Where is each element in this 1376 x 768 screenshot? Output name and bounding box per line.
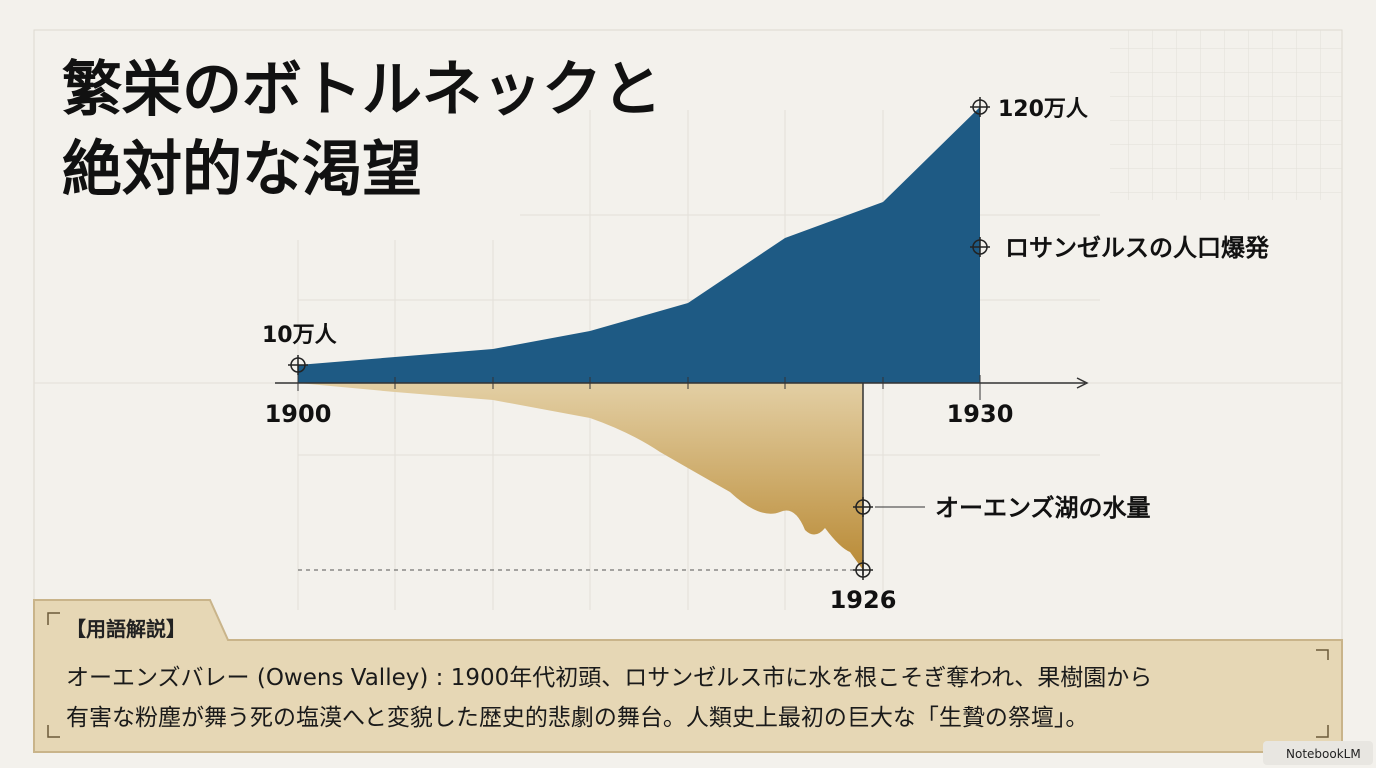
year: 1926 xyxy=(830,586,897,614)
label: 10万人 xyxy=(262,323,337,348)
footer: NotebookLM xyxy=(1286,747,1361,761)
markers xyxy=(288,97,990,580)
year: 1900 xyxy=(265,400,332,428)
axis-arrow xyxy=(1076,377,1089,389)
badge xyxy=(1263,741,1373,765)
title: 繁栄のボトルネックと xyxy=(62,55,662,125)
glossary-line: オーエンズバレー (Owens Valley) : 1900年代初頭、ロサンゼル… xyxy=(66,665,1152,691)
grid-deco xyxy=(1110,30,1342,200)
title: 絶対的な渇望 xyxy=(62,135,422,205)
glossary-box xyxy=(33,599,1343,753)
axis-ticks xyxy=(297,375,981,400)
corners xyxy=(47,612,1329,738)
glossary-line: 有害な粉塵が舞う死の塩漠へと変貌した歴史的悲劇の舞台。人類史上最初の巨大な「生贄… xyxy=(66,705,1088,731)
label: 120万人 xyxy=(998,97,1088,122)
year: 1930 xyxy=(947,400,1014,428)
population-area xyxy=(298,107,980,383)
label: オーエンズ湖の水量 xyxy=(935,494,1151,522)
label: ロサンゼルスの人口爆発 xyxy=(1005,234,1270,262)
lake-area xyxy=(298,383,863,570)
glossary-heading: 【用語解説】 xyxy=(66,617,186,641)
